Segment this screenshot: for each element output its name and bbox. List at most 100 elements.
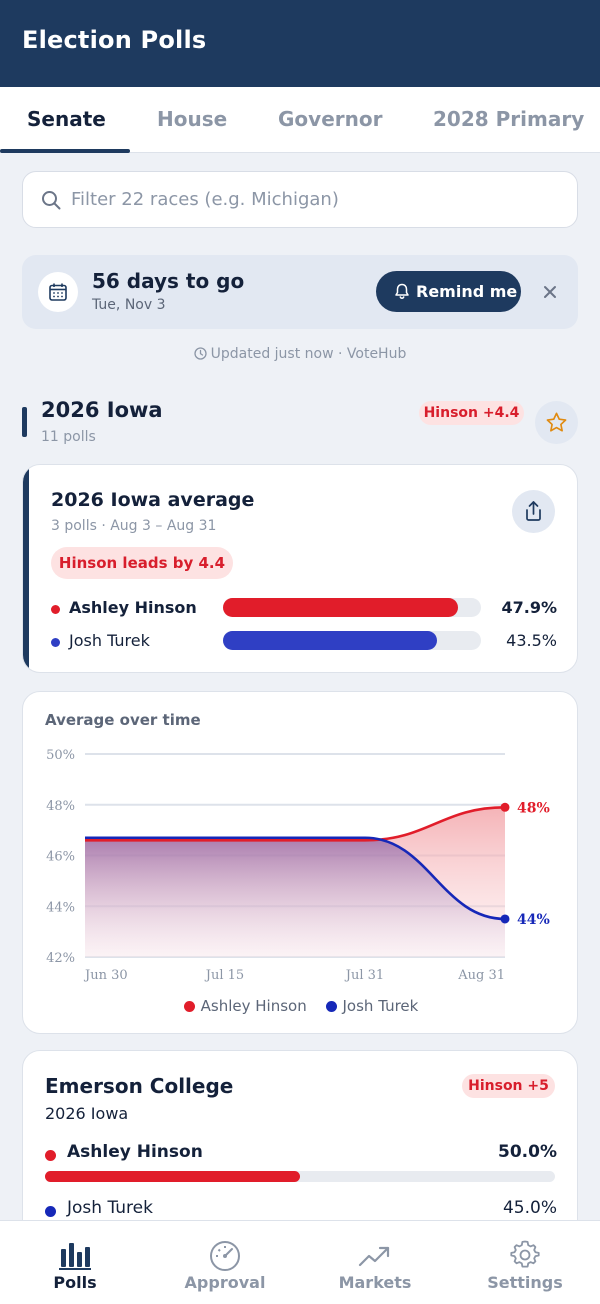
remind-me-label: Remind me [416,282,518,301]
candidate-bar-fill [223,631,437,650]
leader-badge: Hinson leads by 4.4 [51,547,233,579]
share-button[interactable] [512,490,555,533]
y-tick-label: 50% [46,748,75,763]
x-tick-label: Jul 15 [204,968,244,983]
nav-label: Settings [487,1273,563,1292]
candidate-color-dot [45,1150,56,1161]
remind-me-button[interactable]: Remind me [376,271,521,312]
candidate-color-dot [45,1206,56,1217]
average-candidate-row: Josh Turek 43.5% [51,629,557,653]
race-title: 2026 Iowa [41,398,163,422]
race-accent-bar [22,407,27,437]
nav-markets[interactable]: Markets [300,1221,450,1304]
candidate-bar-track [223,631,481,650]
series-area [85,837,505,957]
favorite-button[interactable] [535,401,578,444]
y-tick-label: 46% [46,850,75,865]
legend-item: Ashley Hinson [183,997,307,1015]
trend-up-icon [358,1246,390,1267]
updated-text: Updated just now · VoteHub [210,346,407,362]
series-line [85,805,506,842]
search-input[interactable] [71,172,561,227]
star-icon [546,412,567,432]
share-icon [526,501,541,521]
close-icon[interactable] [538,280,562,304]
tab-senate[interactable]: Senate [27,107,106,131]
calendar-icon [49,283,67,301]
series-end-label: 48% [517,800,550,816]
poll-lead-badge: Hinson +5 [462,1074,555,1098]
tab-governor[interactable]: Governor [278,107,383,131]
x-tick-label: Aug 31 [457,968,505,983]
search-icon [42,191,61,210]
gear-icon [510,1240,540,1268]
bar-chart-icon [59,1243,91,1270]
nav-polls[interactable]: Polls [0,1221,150,1304]
poll-bar-fill [45,1171,300,1182]
nav-label: Approval [184,1273,266,1292]
chart-title: Average over time [45,711,201,729]
candidate-name: Josh Turek [67,1198,153,1218]
race-type-tabs: Senate House Governor 2028 Primary [0,87,600,153]
nav-settings[interactable]: Settings [450,1221,600,1304]
nav-label: Markets [338,1273,412,1292]
legend-dot [183,1001,195,1012]
tab-house[interactable]: House [157,107,228,131]
average-candidate-row: Ashley Hinson 47.9% [51,596,557,620]
race-poll-count: 11 polls [41,429,96,445]
legend-label: Ashley Hinson [200,997,307,1015]
candidate-percent: 47.9% [501,598,557,617]
candidate-percent: 45.0% [502,1198,557,1218]
candidate-name: Josh Turek [69,631,150,650]
active-tab-indicator [0,149,130,153]
election-date: Tue, Nov 3 [92,297,166,313]
candidate-color-dot [51,638,60,647]
legend-label: Josh Turek [342,997,419,1015]
series-line [85,836,506,921]
gauge-icon [210,1241,240,1271]
average-subtitle: 3 polls · Aug 3 – Aug 31 [51,518,217,534]
bottom-navigation: Polls Approval Markets Settings [0,1220,600,1304]
candidate-bar-fill [223,598,459,617]
average-over-time-card: Average over time 50% 48% 46% 44% 42% Jun 30 J… [22,691,578,1034]
candidate-bar-track [223,598,481,617]
y-tick-label: 42% [46,951,75,966]
candidate-name: Ashley Hinson [67,1142,203,1162]
nav-label: Polls [53,1273,97,1292]
series-end-point [500,802,510,812]
legend-dot [325,1001,337,1012]
clock-icon [193,347,207,360]
y-tick-label: 48% [46,799,75,814]
search-box [22,171,578,228]
candidate-color-dot [51,605,60,614]
average-title: 2026 Iowa average [51,489,255,511]
candidate-percent: 43.5% [506,631,557,650]
poll-candidate-row: Josh Turek 45.0% [45,1198,557,1222]
nav-approval[interactable]: Approval [150,1221,300,1304]
election-countdown-banner: 56 days to go Tue, Nov 3 Remind me [22,255,578,329]
y-tick-label: 44% [46,900,75,915]
candidate-percent: 50.0% [498,1142,557,1162]
poll-bar-track [45,1171,555,1182]
average-over-time-chart: 50%48%46%44%42%Jun 30 Jul 15 Jul 31 Aug 31 … [46,748,550,983]
calendar-icon-wrap [38,272,78,312]
series-end-point [500,914,510,924]
series-end-label: 44% [517,912,550,928]
chart-legend: Ashley Hinson Josh Turek [23,997,577,1015]
race-lead-badge: Hinson +4.4 [419,401,524,425]
candidate-name: Ashley Hinson [69,598,197,617]
bell-icon [395,283,409,299]
days-to-go: 56 days to go [92,269,245,293]
app-header: Election Polls [0,0,600,87]
app-title: Election Polls [22,26,207,54]
updated-status: Updated just now · VoteHub [0,346,600,362]
poll-card[interactable]: Emerson College 2026 Iowa Hinson +5 Ashl… [22,1050,578,1250]
average-card: 2026 Iowa average 3 polls · Aug 3 – Aug … [22,464,578,673]
legend-item: Josh Turek [325,997,419,1015]
poll-race: 2026 Iowa [45,1104,129,1123]
average-card-accent [23,465,29,672]
tab-2028-primary[interactable]: 2028 Primary [433,107,585,131]
pollster-name: Emerson College [45,1074,234,1098]
poll-candidate-row: Ashley Hinson 50.0% [45,1142,557,1166]
x-tick-label: Jul 31 [344,968,384,983]
